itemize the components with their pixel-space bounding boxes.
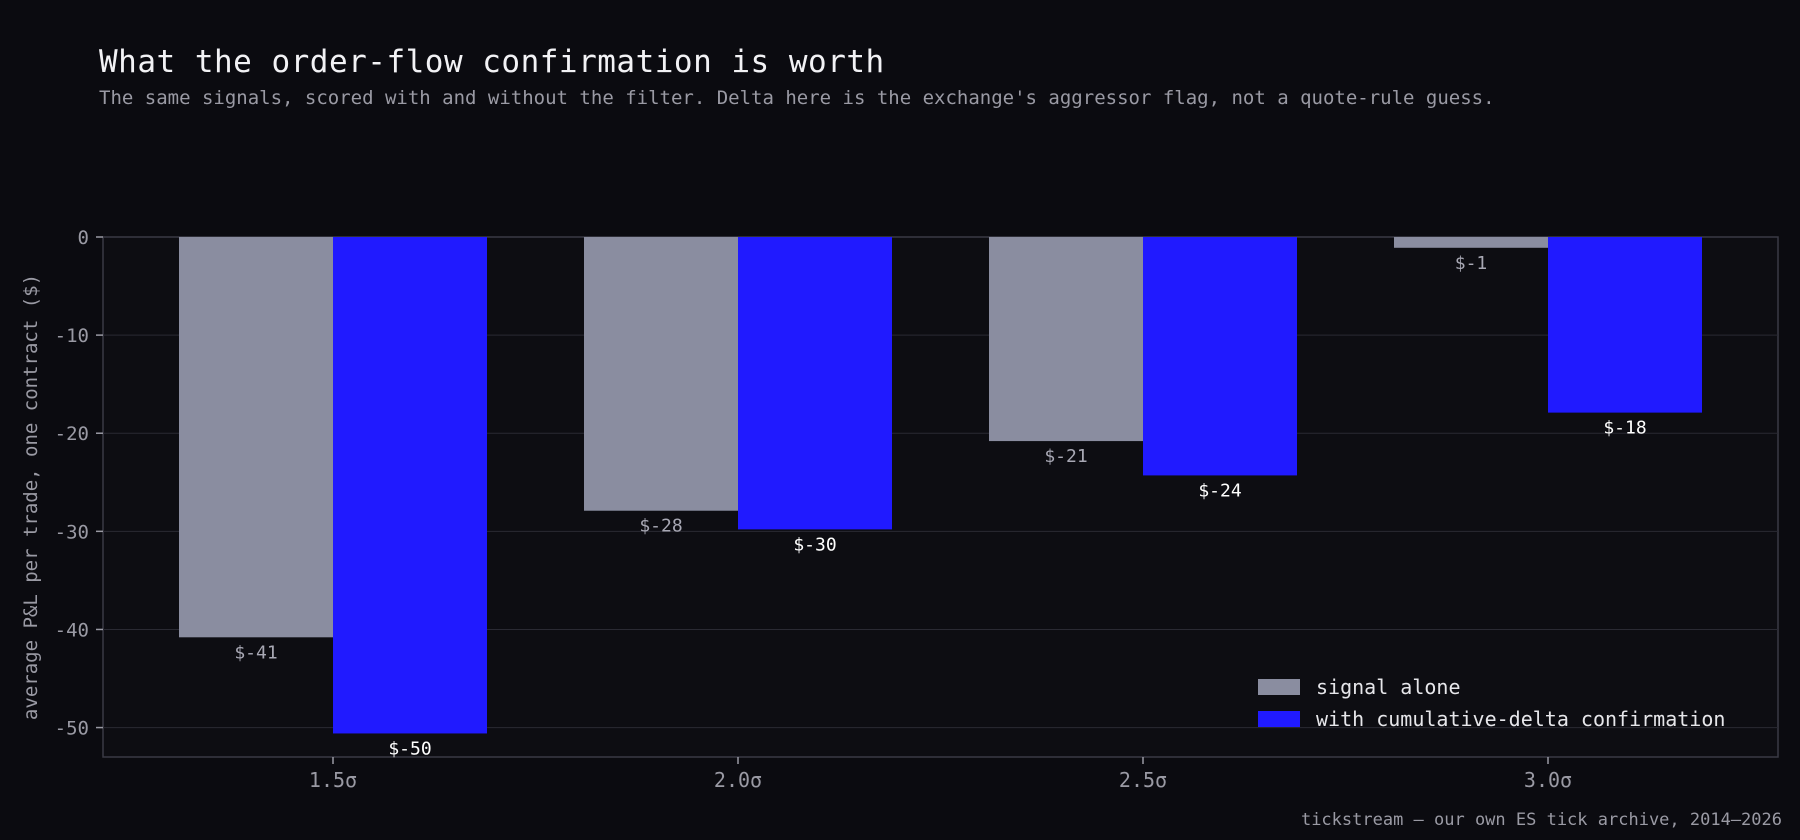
legend-label: with cumulative-delta confirmation [1316, 707, 1725, 731]
bar-value-label: $-21 [1044, 446, 1087, 467]
y-tick-label: -40 [55, 619, 89, 641]
bar [989, 237, 1143, 442]
bar-value-label: $-28 [639, 516, 682, 537]
source-note: tickstream — our own ES tick archive, 20… [1300, 810, 1782, 830]
bar-value-label: $-24 [1198, 480, 1241, 501]
bar [1394, 237, 1548, 248]
y-tick-label: -10 [55, 325, 89, 347]
bar-value-label: $-1 [1455, 253, 1488, 274]
chart-subtitle: The same signals, scored with and withou… [99, 87, 1495, 109]
y-tick-label: -30 [55, 521, 89, 543]
bar-value-label: $-18 [1603, 418, 1646, 439]
bar-value-label: $-30 [793, 534, 836, 555]
bar [179, 237, 333, 638]
x-tick-label: 3.0σ [1524, 768, 1572, 792]
bar [1143, 237, 1297, 476]
bar [333, 237, 487, 734]
bar-value-label: $-50 [388, 738, 431, 759]
y-tick-label: -50 [55, 718, 89, 740]
y-tick-label: -20 [55, 423, 89, 445]
chart-title: What the order-flow confirmation is wort… [99, 44, 885, 80]
x-tick-label: 1.5σ [309, 768, 357, 792]
bar [1548, 237, 1702, 413]
y-axis-label: average P&L per trade, one contract ($) [20, 274, 42, 720]
bar-value-label: $-41 [234, 642, 277, 663]
y-tick-label: 0 [78, 227, 89, 249]
bar [738, 237, 892, 530]
legend-swatch [1258, 711, 1300, 727]
x-tick-label: 2.0σ [714, 768, 762, 792]
legend-label: signal alone [1316, 675, 1461, 699]
x-tick-label: 2.5σ [1119, 768, 1167, 792]
legend-swatch [1258, 679, 1300, 695]
bar [584, 237, 738, 511]
